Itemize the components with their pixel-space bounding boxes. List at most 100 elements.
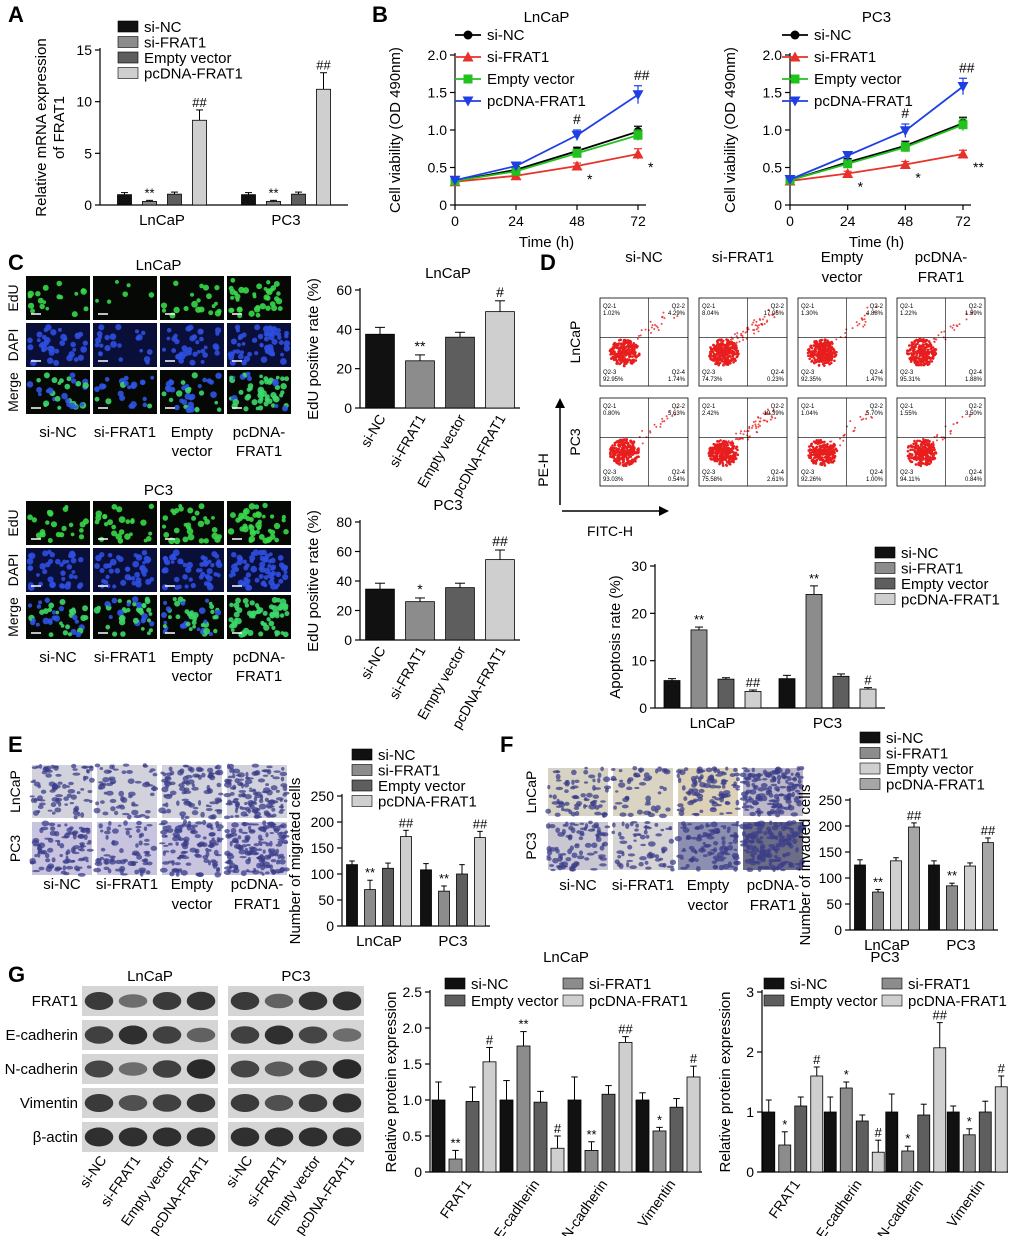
cell-nucleus	[233, 611, 240, 618]
cell-nucleus	[160, 302, 168, 309]
cell-nucleus	[46, 357, 54, 364]
cell-nucleus	[118, 516, 126, 524]
bar	[364, 889, 376, 927]
quadrant-gate: Q2-3	[900, 470, 914, 476]
cell-nucleus	[282, 604, 289, 612]
event-dot	[728, 462, 731, 466]
cell-nucleus	[239, 350, 245, 355]
legend-label: si-FRAT1	[814, 49, 876, 66]
stained-cell	[266, 769, 272, 775]
cell-nucleus	[245, 572, 252, 578]
event-dot	[726, 452, 729, 456]
stained-cell	[703, 783, 712, 789]
cell-nucleus	[80, 614, 87, 622]
cell-nucleus	[258, 631, 264, 637]
cell-nucleus	[283, 528, 289, 535]
stained-cell	[64, 823, 68, 827]
bar	[474, 837, 486, 927]
significance-mark: *	[858, 179, 864, 195]
cell-nucleus	[263, 294, 270, 301]
event-dot	[754, 420, 757, 423]
stained-cell	[687, 790, 692, 796]
event-dot	[742, 330, 745, 333]
event-dot	[932, 442, 935, 445]
event-dot	[736, 350, 739, 354]
quadrant-gate: Q2-4	[672, 470, 686, 476]
cell-nucleus	[190, 292, 195, 297]
stained-cell	[232, 773, 236, 779]
stained-cell	[548, 794, 553, 798]
event-dot	[825, 455, 828, 459]
cell-nucleus	[202, 284, 210, 291]
cell-nucleus	[75, 380, 82, 387]
cell-nucleus	[199, 329, 204, 334]
event-dot	[644, 328, 647, 331]
event-dot	[626, 359, 630, 362]
event-dot	[746, 326, 749, 329]
stained-cell	[214, 809, 223, 812]
stained-cell	[583, 798, 590, 802]
event-dot	[830, 460, 833, 464]
cell-nucleus	[58, 295, 64, 300]
stained-cell	[40, 850, 48, 855]
event-dot	[813, 341, 817, 345]
stained-cell	[108, 821, 112, 826]
event-dot	[814, 358, 817, 362]
event-dot	[941, 438, 944, 441]
stained-cell	[108, 776, 116, 781]
stained-cell	[86, 842, 92, 845]
cell-nucleus	[146, 607, 152, 613]
event-dot	[655, 325, 658, 328]
stained-cell	[182, 764, 189, 768]
stained-cell	[103, 859, 109, 865]
row-label: PC3	[567, 428, 583, 455]
stained-cell	[195, 821, 203, 825]
stained-cell	[747, 772, 753, 778]
stained-cell	[787, 792, 792, 797]
event-dot	[633, 446, 636, 450]
event-dot	[649, 431, 652, 434]
event-dot	[824, 354, 828, 358]
event-dot	[859, 415, 862, 418]
cell-nucleus	[261, 580, 266, 585]
stained-cell	[545, 808, 552, 814]
event-dot	[735, 341, 738, 344]
cell-nucleus	[284, 376, 290, 382]
cell-nucleus	[238, 556, 244, 562]
event-dot	[913, 457, 917, 460]
cell-nucleus	[107, 603, 112, 607]
stained-cell	[615, 790, 619, 793]
cell-nucleus	[78, 534, 85, 540]
stained-cell	[785, 779, 789, 784]
stained-cell	[80, 812, 85, 818]
cell-nucleus	[197, 384, 202, 389]
cell-nucleus	[275, 571, 282, 578]
cell-nucleus	[189, 359, 196, 366]
event-dot	[912, 442, 915, 446]
event-dot	[924, 348, 927, 351]
stained-cell	[794, 783, 801, 787]
cell-nucleus	[284, 611, 290, 617]
stained-cell	[774, 767, 779, 773]
flow-plot	[896, 397, 986, 487]
cell-nucleus	[249, 558, 254, 563]
cell-nucleus	[191, 515, 197, 521]
event-dot	[906, 449, 910, 453]
event-dot	[724, 443, 727, 446]
stained-cell	[768, 799, 776, 803]
bar	[485, 311, 515, 409]
quadrant-gate: Q2-2	[969, 404, 983, 410]
event-dot	[613, 350, 616, 353]
cell-nucleus	[259, 303, 266, 310]
cell-nucleus	[187, 507, 194, 514]
event-dot	[820, 355, 823, 358]
cell-nucleus	[70, 341, 76, 348]
cell-nucleus	[250, 565, 258, 573]
y-tick-label: 5	[84, 145, 92, 161]
cell-nucleus	[271, 352, 276, 357]
event-dot	[914, 345, 917, 349]
stained-cell	[687, 800, 695, 806]
event-dot	[616, 462, 620, 465]
cell-nucleus	[131, 596, 139, 603]
cell-nucleus	[277, 335, 282, 340]
